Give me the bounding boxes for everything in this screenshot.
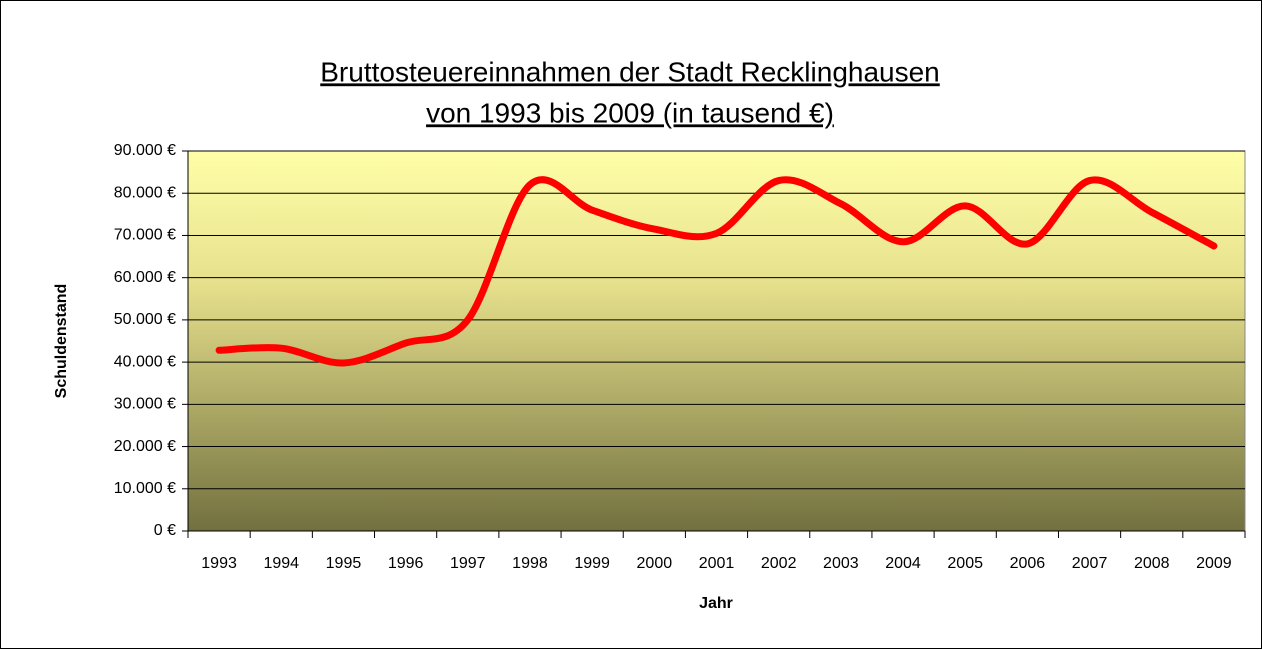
y-tick-label: 50.000 € xyxy=(114,311,176,328)
x-tick-label: 1993 xyxy=(201,555,237,572)
chart-title: Bruttosteuereinnahmen der Stadt Reckling… xyxy=(320,56,940,87)
chart-title: von 1993 bis 2009 (in tausend €) xyxy=(426,97,834,128)
x-tick-label: 2003 xyxy=(823,555,859,572)
plot-area xyxy=(187,150,1246,532)
x-tick-label: 2008 xyxy=(1134,555,1170,572)
x-tick-label: 2007 xyxy=(1072,555,1108,572)
x-axis-title: Jahr xyxy=(699,595,733,612)
x-tick-label: 1998 xyxy=(512,555,548,572)
y-tick-label: 0 € xyxy=(154,522,176,539)
x-tick-label: 1999 xyxy=(574,555,610,572)
x-tick-label: 2004 xyxy=(885,555,921,572)
y-tick-label: 80.000 € xyxy=(114,184,176,201)
x-tick-label: 2006 xyxy=(1010,555,1046,572)
x-tick-label: 1996 xyxy=(388,555,424,572)
x-tick-label: 1994 xyxy=(263,555,299,572)
x-tick-label: 2000 xyxy=(637,555,673,572)
x-tick-label: 1995 xyxy=(326,555,362,572)
x-tick-label: 1997 xyxy=(450,555,486,572)
x-tick-label: 2001 xyxy=(699,555,735,572)
y-tick-label: 20.000 € xyxy=(114,438,176,455)
x-tick-label: 2005 xyxy=(947,555,983,572)
y-tick-label: 70.000 € xyxy=(114,227,176,244)
x-tick-label: 2002 xyxy=(761,555,797,572)
y-tick-label: 30.000 € xyxy=(114,396,176,413)
y-tick-label: 90.000 € xyxy=(114,142,176,159)
line-series xyxy=(215,176,1218,367)
y-axis-title: Schuldenstand xyxy=(53,284,70,399)
y-tick-label: 60.000 € xyxy=(114,269,176,286)
y-tick-label: 40.000 € xyxy=(114,353,176,370)
x-tick-label: 2009 xyxy=(1196,555,1232,572)
y-tick-label: 10.000 € xyxy=(114,480,176,497)
